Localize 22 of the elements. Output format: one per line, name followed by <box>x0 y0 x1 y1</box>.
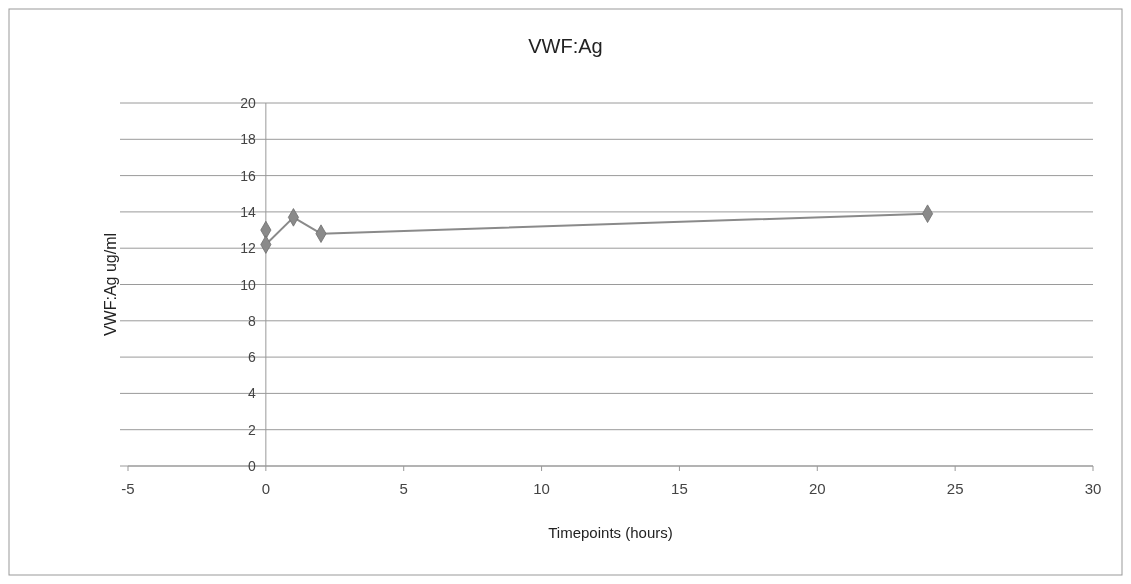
x-tick-label: 15 <box>671 480 688 497</box>
x-tick-label: 5 <box>399 480 408 497</box>
x-tick-label: 25 <box>946 480 964 497</box>
y-tick-label: 20 <box>240 95 257 111</box>
chart-title: VWF:Ag <box>528 35 603 57</box>
y-tick-label: 14 <box>240 203 257 220</box>
y-tick-label: 4 <box>248 385 257 402</box>
y-tick-label: 12 <box>240 240 257 257</box>
y-tick-label: 8 <box>248 312 257 329</box>
y-tick-label: 2 <box>248 421 257 438</box>
x-tick-label: 10 <box>533 480 550 497</box>
x-tick-label: 30 <box>1084 480 1102 497</box>
x-tick-label: 20 <box>808 480 826 497</box>
x-tick-label: -5 <box>121 480 135 497</box>
y-tick-label: 10 <box>240 276 257 293</box>
y-tick-label: 0 <box>248 458 257 474</box>
x-tick-label: 0 <box>261 480 271 497</box>
x-axis-title: Timepoints (hours) <box>548 524 673 541</box>
y-tick-label: 18 <box>240 131 257 148</box>
y-tick-label: 6 <box>248 349 257 366</box>
y-tick-label: 16 <box>240 167 257 184</box>
y-axis-title: VWF:Ag ug/ml <box>102 232 119 337</box>
